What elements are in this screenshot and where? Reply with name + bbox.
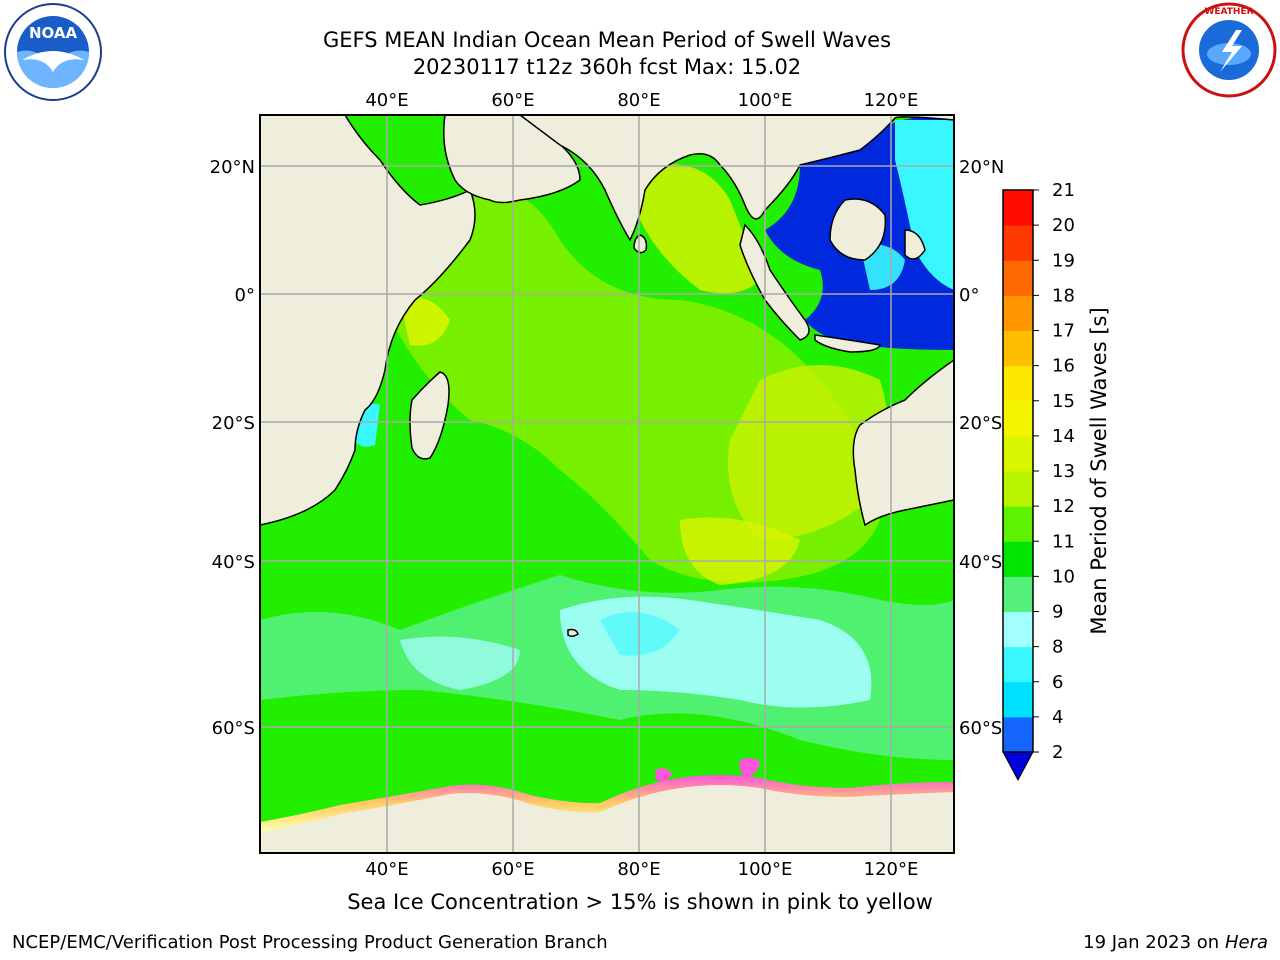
lon-tick-bottom: 60°E <box>491 859 534 880</box>
colorbar-tick-label: 15 <box>1052 391 1075 412</box>
colorbar-swatch <box>1003 330 1033 367</box>
map-area <box>260 115 954 853</box>
colorbar-tick-label: 4 <box>1052 707 1063 728</box>
lat-tick-left: 40°S <box>212 552 255 573</box>
colorbar-tick-label: 11 <box>1052 531 1075 552</box>
lat-tick-right: 20°S <box>959 413 1002 434</box>
lat-tick-right: 40°S <box>959 552 1002 573</box>
colorbar-swatch <box>1003 681 1033 718</box>
colorbar-extend-arrow <box>1002 751 1034 782</box>
colorbar-tick-label: 19 <box>1052 250 1075 271</box>
colorbar-tick-label: 8 <box>1052 637 1063 658</box>
colorbar-swatch <box>1003 260 1033 296</box>
colorbar-tick-label: 17 <box>1052 321 1075 342</box>
lat-tick-right: 60°S <box>959 718 1002 739</box>
footer-credit: NCEP/EMC/Verification Post Processing Pr… <box>12 932 608 953</box>
lat-tick-left: 0° <box>235 285 255 306</box>
colorbar-swatch <box>1003 190 1033 226</box>
svg-text:WEATHER: WEATHER <box>1204 7 1253 17</box>
colorbar-tick-label: 9 <box>1052 602 1063 623</box>
colorbar-tick-label: 13 <box>1052 461 1075 482</box>
footer-machine: Hera <box>1224 932 1268 953</box>
colorbar-swatch <box>1003 576 1033 612</box>
lat-tick-right: 0° <box>959 285 979 306</box>
colorbar-swatch <box>1003 435 1033 472</box>
map-title: GEFS MEAN Indian Ocean Mean Period of Sw… <box>322 28 892 52</box>
footer-date: 19 Jan 2023 on Hera <box>1083 932 1268 953</box>
colorbar-swatch <box>1003 611 1033 648</box>
lon-tick-bottom: 80°E <box>617 859 660 880</box>
lon-tick-top: 120°E <box>864 90 919 111</box>
colorbar-swatch <box>1003 506 1033 542</box>
colorbar-label: Mean Period of Swell Waves [s] <box>1087 307 1111 634</box>
sea-ice <box>260 775 954 832</box>
lat-tick-left: 20°S <box>212 413 255 434</box>
colorbar-tick-label: 12 <box>1052 496 1075 517</box>
graticule <box>260 115 954 853</box>
colorbar-tick-label: 6 <box>1052 672 1063 693</box>
noaa-logo: NOAA <box>4 3 102 101</box>
colorbar: 2 4 6 8 9 10 11 12 13 14 15 16 17 18 19 20 21 <box>1002 180 1075 782</box>
colorbar-swatch <box>1003 471 1033 507</box>
lon-tick-bottom: 120°E <box>864 859 919 880</box>
lat-tick-left: 60°S <box>212 718 255 739</box>
colorbar-tick-label: 20 <box>1052 215 1075 236</box>
colorbar-swatch <box>1003 646 1033 683</box>
colorbar-tick-label: 14 <box>1052 426 1075 447</box>
lon-tick-bottom: 40°E <box>365 859 408 880</box>
colorbar-tick-label: 2 <box>1052 742 1063 763</box>
colorbar-tick-label: 16 <box>1052 356 1075 377</box>
nws-logo: WEATHER <box>1181 2 1277 98</box>
colorbar-swatch <box>1003 225 1033 261</box>
lat-tick-left: 20°N <box>210 157 255 178</box>
colorbar-swatch <box>1003 365 1033 402</box>
colorbar-tick-label: 18 <box>1052 285 1075 306</box>
lon-tick-top: 100°E <box>738 90 793 111</box>
lon-tick-bottom: 100°E <box>738 859 793 880</box>
lon-tick-top: 40°E <box>365 90 408 111</box>
lon-tick-top: 60°E <box>491 90 534 111</box>
footer-date-text: 19 Jan 2023 on <box>1083 932 1225 953</box>
svg-text:NOAA: NOAA <box>29 24 78 42</box>
lon-tick-top: 80°E <box>617 90 660 111</box>
colorbar-swatch <box>1003 295 1033 331</box>
colorbar-tick-label: 10 <box>1052 566 1075 587</box>
sea-ice-caption: Sea Ice Concentration > 15% is shown in … <box>347 890 933 914</box>
colorbar-swatch <box>1003 400 1033 437</box>
map-subtitle: 20230117 t12z 360h fcst Max: 15.02 <box>412 55 802 79</box>
colorbar-tick-label: 21 <box>1052 180 1075 201</box>
map-frame <box>259 114 955 854</box>
lat-tick-right: 20°N <box>959 157 1004 178</box>
colorbar-swatch <box>1003 716 1033 753</box>
colorbar-swatch <box>1003 541 1033 577</box>
